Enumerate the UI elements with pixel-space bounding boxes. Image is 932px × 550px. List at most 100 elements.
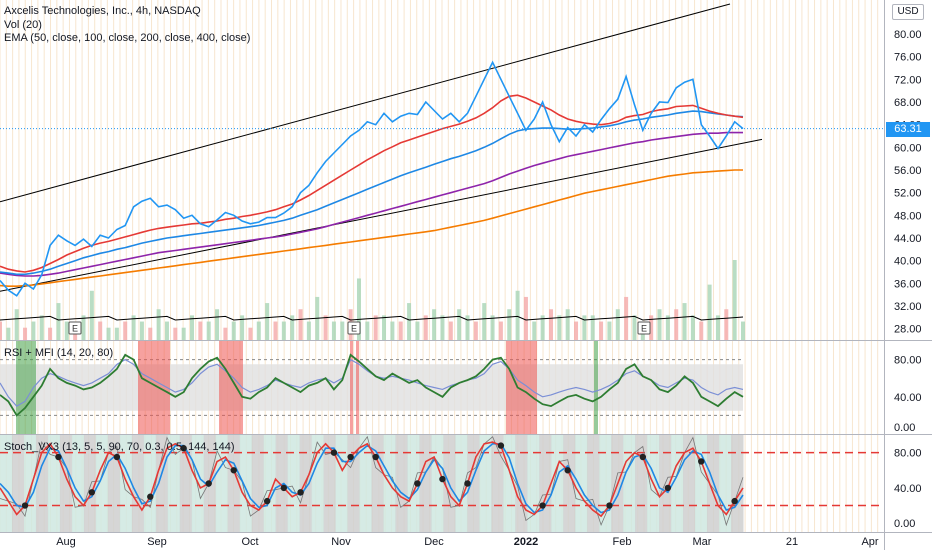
volume-bar	[356, 278, 361, 340]
currency-button[interactable]: USD	[892, 4, 924, 20]
channel-lower-line	[0, 138, 763, 292]
volume-bar	[89, 290, 94, 340]
price-axis-tick: 28.00	[894, 324, 922, 336]
stoch-cross-dot	[263, 497, 271, 505]
stoch-raw-line	[0, 435, 744, 527]
stoch-k-line	[0, 441, 744, 518]
stoch-bg-band	[167, 435, 181, 532]
earnings-marker: E	[68, 321, 82, 335]
rsi-axis-tick: 80.00	[894, 355, 922, 367]
earnings-marker-label: E	[351, 324, 357, 334]
stoch-cross-dot	[606, 502, 613, 509]
overbought-zone	[219, 341, 243, 434]
volume-bar	[482, 303, 487, 340]
stoch-bg-band	[527, 435, 540, 532]
stoch-bg-band	[227, 435, 241, 532]
volume-bar	[290, 315, 295, 340]
volume-bar	[690, 315, 695, 340]
volume-bar	[607, 321, 612, 340]
stoch-bg-band	[119, 435, 133, 532]
volume-bar	[64, 321, 69, 340]
stoch-bg-band	[287, 435, 301, 532]
stoch-bg-band	[563, 435, 576, 532]
volume-legend: Vol (20)	[4, 19, 42, 31]
volume-bar	[490, 315, 495, 340]
stoch-bg-band	[11, 435, 25, 532]
volume-bar	[256, 321, 261, 340]
stoch-bg-band	[683, 435, 696, 532]
volume-bar	[682, 303, 687, 340]
earnings-marker-box	[637, 321, 651, 335]
volume-bar	[281, 321, 286, 340]
volume-bar	[206, 321, 211, 340]
stoch-bg-band	[0, 435, 13, 532]
volume-bar	[398, 321, 403, 340]
stoch-bg-band	[455, 435, 468, 532]
overbought-zone	[356, 341, 359, 434]
stoch-bg-band	[503, 435, 516, 532]
stoch-cross-dot	[464, 480, 471, 487]
volume-bar	[39, 315, 44, 340]
price-axis-tick: 76.00	[894, 52, 922, 64]
volume-bar	[432, 309, 437, 340]
volume-bar	[632, 315, 637, 340]
stoch-bg-band	[551, 435, 564, 532]
stoch-bg-band	[407, 435, 420, 532]
volume-bar	[198, 321, 203, 340]
stoch-bg-band	[731, 435, 744, 532]
volume-bar	[98, 321, 103, 340]
volume-bar	[674, 309, 679, 340]
price-axis-tick: 48.00	[894, 210, 922, 222]
volume-bar	[557, 315, 562, 340]
stoch-cross-dot	[731, 497, 738, 505]
volume-bar	[23, 327, 28, 340]
volume-bar	[440, 315, 445, 340]
time-axis-tick: Nov	[331, 536, 351, 548]
stoch-bg-band	[395, 435, 408, 532]
time-axis-tick: Apr	[861, 536, 878, 548]
stoch-cross-dot	[639, 453, 647, 461]
volume-bar	[340, 321, 345, 340]
price-axis-tick: 68.00	[894, 97, 922, 109]
stoch-cross-dot	[55, 453, 62, 461]
volume-bar	[615, 309, 620, 340]
earnings-marker-box	[347, 321, 361, 335]
rsi-axis-tick: 40.00	[894, 392, 922, 404]
stoch-bg-band	[143, 435, 157, 532]
symbol-title: Axcelis Technologies, Inc., 4h, NASDAQ	[4, 5, 201, 17]
stoch-bg-band	[719, 435, 732, 532]
volume-bar	[148, 327, 153, 340]
volume-bar	[164, 321, 169, 340]
volume-bar	[382, 315, 387, 340]
stoch-cross-dot	[21, 502, 29, 509]
stoch-bg-band	[623, 435, 636, 532]
volume-bar	[540, 315, 545, 340]
ema50-line	[0, 94, 744, 273]
stoch-bg-band	[479, 435, 492, 532]
stoch-bg-band	[275, 435, 289, 532]
volume-bar	[373, 315, 378, 340]
stoch-bg-band	[359, 435, 372, 532]
volume-bar	[365, 321, 370, 340]
earnings-marker-box	[68, 321, 82, 335]
volume-bar	[582, 315, 587, 340]
stoch-bg-band	[239, 435, 253, 532]
overbought-zone	[138, 341, 170, 434]
volume-bar	[465, 315, 470, 340]
stoch-bg-band	[431, 435, 444, 532]
volume-bar	[724, 309, 729, 340]
volume-bar	[415, 321, 420, 340]
volume-ma-line	[0, 315, 744, 321]
earnings-marker-label: E	[641, 324, 647, 334]
volume-bar	[699, 321, 704, 340]
volume-bar	[131, 315, 136, 340]
volume-bar	[81, 315, 86, 340]
price-axis-tick: 56.00	[894, 165, 922, 177]
price-axis-tick: 36.00	[894, 278, 922, 290]
stoch-cross-dot	[205, 480, 212, 487]
price-axis-tick: 44.00	[894, 233, 922, 245]
volume-bar	[532, 321, 537, 340]
volume-bar	[523, 296, 528, 340]
volume-bar	[306, 321, 311, 340]
